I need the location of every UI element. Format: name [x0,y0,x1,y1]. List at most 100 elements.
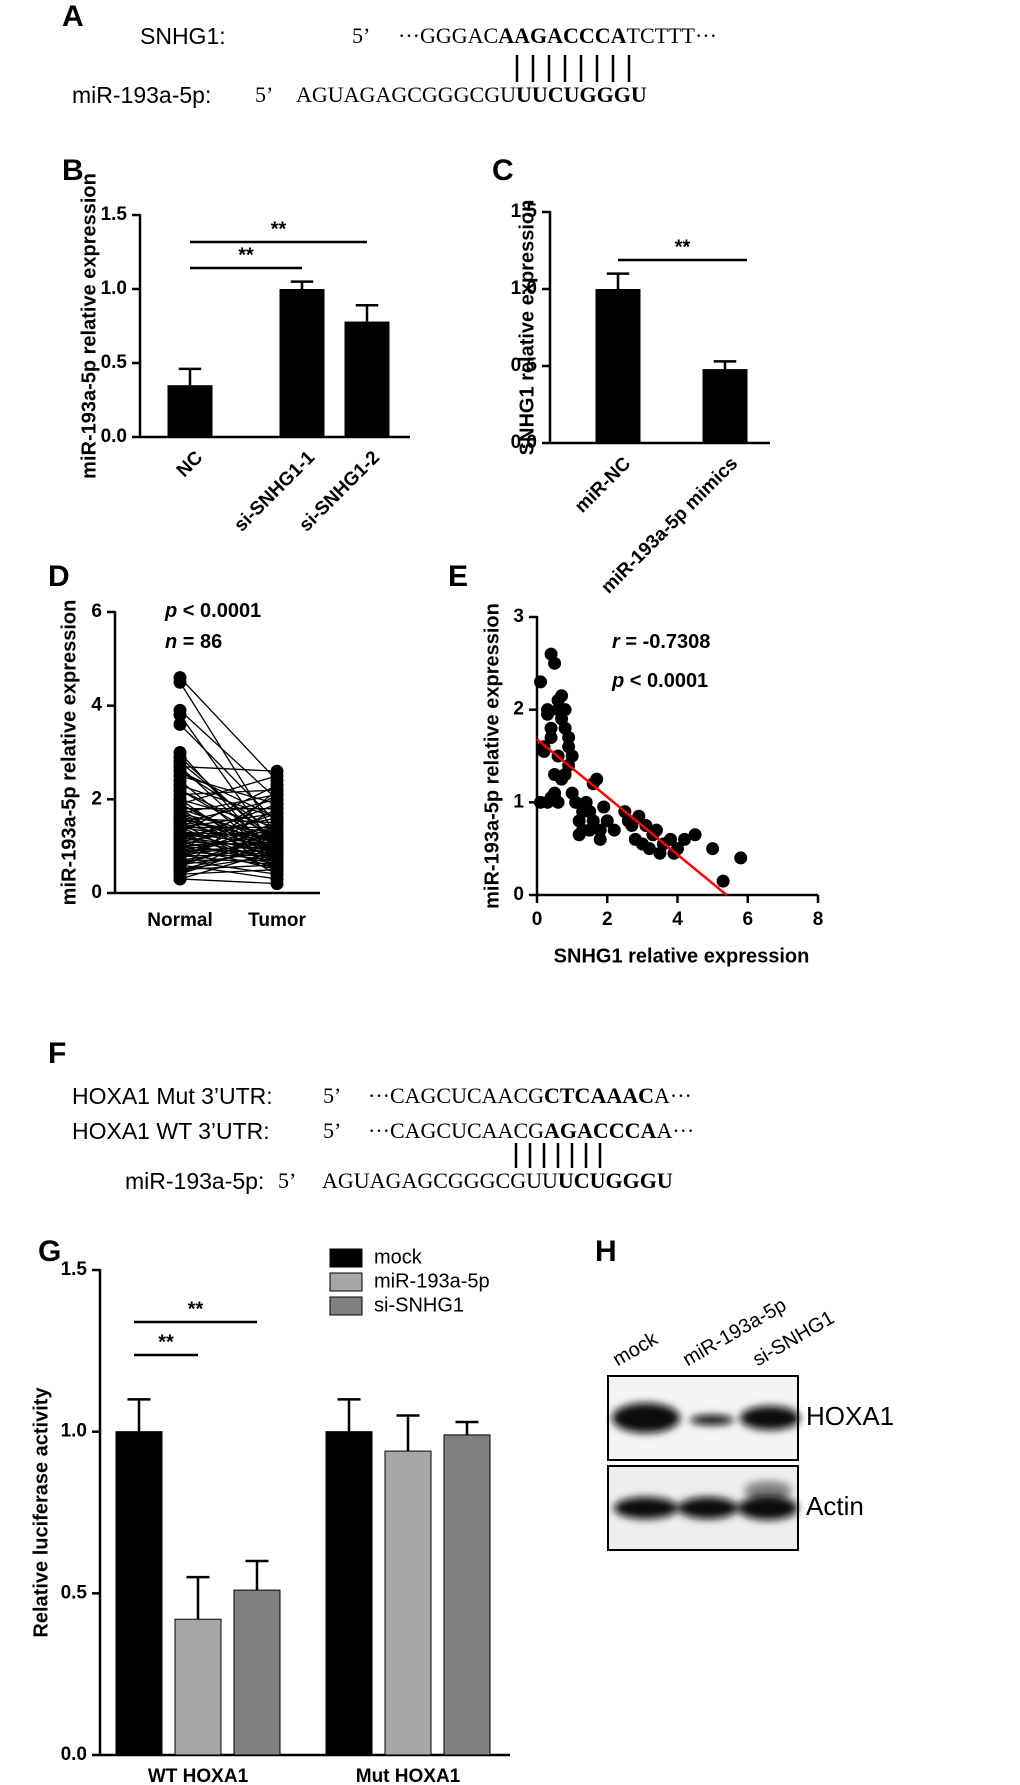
pair-line [179,817,278,843]
y-tick-label: 0.5 [511,355,538,376]
pair-line [179,826,278,875]
y-tick-label: 0.0 [101,426,127,447]
bar [443,1434,491,1756]
point [706,842,720,856]
x-tick-label: 2 [602,909,613,930]
point [600,814,614,828]
bar [325,1431,373,1756]
x-tick-label: NC [173,447,207,481]
point [270,769,284,783]
x-tick-label: 0 [532,909,543,930]
point [270,811,284,825]
point [597,800,611,814]
text-part: r [612,631,621,653]
point [548,656,562,670]
y-tick-label: 6 [91,601,102,622]
western-blot [607,1375,800,1551]
panel-letter: H [595,1235,617,1268]
point [621,814,635,828]
text-part: < 0.0001 [177,600,261,622]
y-tick-label: 0.5 [61,1582,88,1603]
bar [279,289,325,437]
x-tick-label: miR-NC [571,453,635,517]
y-tick-label: 0 [91,882,102,903]
text-part: p [164,600,177,622]
protein-label: HOXA1 [806,1401,894,1431]
point [688,828,702,842]
point [593,832,607,846]
point [572,828,586,842]
point [544,721,558,735]
panel-letter: G [38,1235,61,1268]
point [270,849,284,863]
significance-label: ** [675,236,691,258]
point [270,863,284,877]
bar [595,289,641,443]
bar [115,1431,163,1756]
pair-line [179,812,278,829]
sequence-name: HOXA1 WT 3’UTR: [72,1118,270,1144]
y-tick-label: 0.5 [101,352,128,373]
legend-swatch [329,1296,363,1316]
point [548,768,562,782]
point [541,707,555,721]
point [173,872,187,886]
pair-line [179,789,278,838]
y-axis-label: miR-193a-5p relative expression [58,600,80,906]
legend-swatch [329,1272,363,1292]
y-tick-label: 1.0 [511,278,537,299]
y-axis-label: miR-193a-5p relative expression [78,173,100,479]
point [586,814,600,828]
point [590,772,604,786]
y-tick-label: 3 [513,606,524,627]
point [173,708,187,722]
significance-label: ** [158,1331,174,1353]
annotation: p < 0.0001 [611,670,708,692]
panel-letter: C [492,154,514,187]
sequence: ···GGGACAAGACCCATCTTT··· [398,23,717,48]
point [534,795,548,809]
y-tick-label: 1.0 [61,1421,87,1442]
y-tick-label: 0.0 [61,1744,87,1765]
y-axis-label: Relative luciferase activity [30,1387,52,1638]
point [734,851,748,865]
prime-label: 5’ [255,82,273,107]
point [555,689,569,703]
x-axis-label: SNHG1 relative expression [554,945,810,967]
pair-line [179,822,278,857]
point [173,675,187,689]
significance-label: ** [238,244,254,266]
y-tick-label: 1.5 [61,1259,88,1280]
text-part: ···CAGCUCAACG [368,1118,544,1143]
text-part: UCUGGGU [558,1168,673,1193]
pair-line [179,775,278,805]
y-axis-label: SNHG1 relative expression [516,200,538,456]
pair-line [179,765,278,772]
y-tick-label: 1.5 [511,201,538,222]
point [642,842,656,856]
pair-line [179,845,278,861]
point [558,721,572,735]
point [569,795,583,809]
panel-letter: B [62,154,84,187]
y-tick-label: 4 [91,695,102,716]
text-part: p [611,670,624,692]
prime-label: 5’ [323,1118,341,1143]
point [173,764,187,778]
point [173,797,187,811]
y-tick-label: 1.5 [101,204,128,225]
pair-line [179,784,278,833]
pair-line [179,770,278,819]
pair-line [179,756,278,847]
y-tick-label: 2 [91,788,102,809]
panel-letter: F [48,1037,66,1070]
point [678,832,692,846]
panel-letter: E [448,560,468,593]
point [534,675,548,689]
legend-label: miR-193a-5p [374,1270,490,1292]
sequence: AGUAGAGCGGGCGUUUCUGGGU [322,1168,673,1193]
bar [233,1589,281,1756]
point [576,805,590,819]
x-tick-label: 6 [742,909,753,930]
